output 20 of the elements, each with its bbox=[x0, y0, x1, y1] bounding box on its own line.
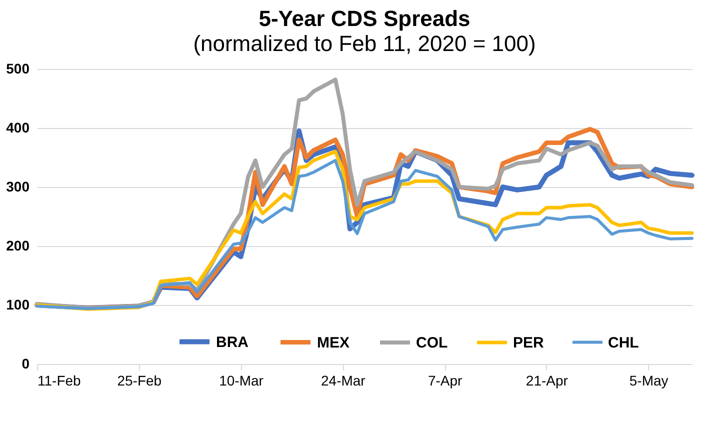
legend-label: BRA bbox=[216, 334, 249, 351]
x-tick-label: 11-Feb bbox=[38, 372, 82, 388]
y-tick-label: 300 bbox=[6, 178, 30, 194]
x-tick-label: 24-Mar bbox=[320, 372, 366, 388]
x-tick-label: 25-Feb bbox=[117, 372, 162, 388]
y-tick-label: 400 bbox=[6, 120, 30, 136]
legend-label: MEX bbox=[317, 334, 350, 352]
legend-label: CHL bbox=[608, 334, 639, 352]
chart-title: 5-Year CDS Spreads bbox=[258, 6, 470, 31]
legend-label: PER bbox=[513, 334, 544, 352]
y-tick-label: 0 bbox=[22, 356, 30, 372]
x-tick-label: 10-Mar bbox=[219, 372, 264, 388]
x-tick-label: 7-Apr bbox=[428, 372, 463, 388]
chart-subtitle: (normalized to Feb 11, 2020 = 100) bbox=[193, 31, 536, 56]
x-tick-label: 21-Apr bbox=[526, 372, 568, 388]
y-tick-label: 200 bbox=[6, 238, 30, 254]
y-tick-label: 100 bbox=[6, 296, 30, 312]
legend-label: COL bbox=[416, 334, 448, 352]
y-tick-label: 500 bbox=[6, 60, 30, 76]
x-tick-label: 5-May bbox=[629, 372, 668, 388]
